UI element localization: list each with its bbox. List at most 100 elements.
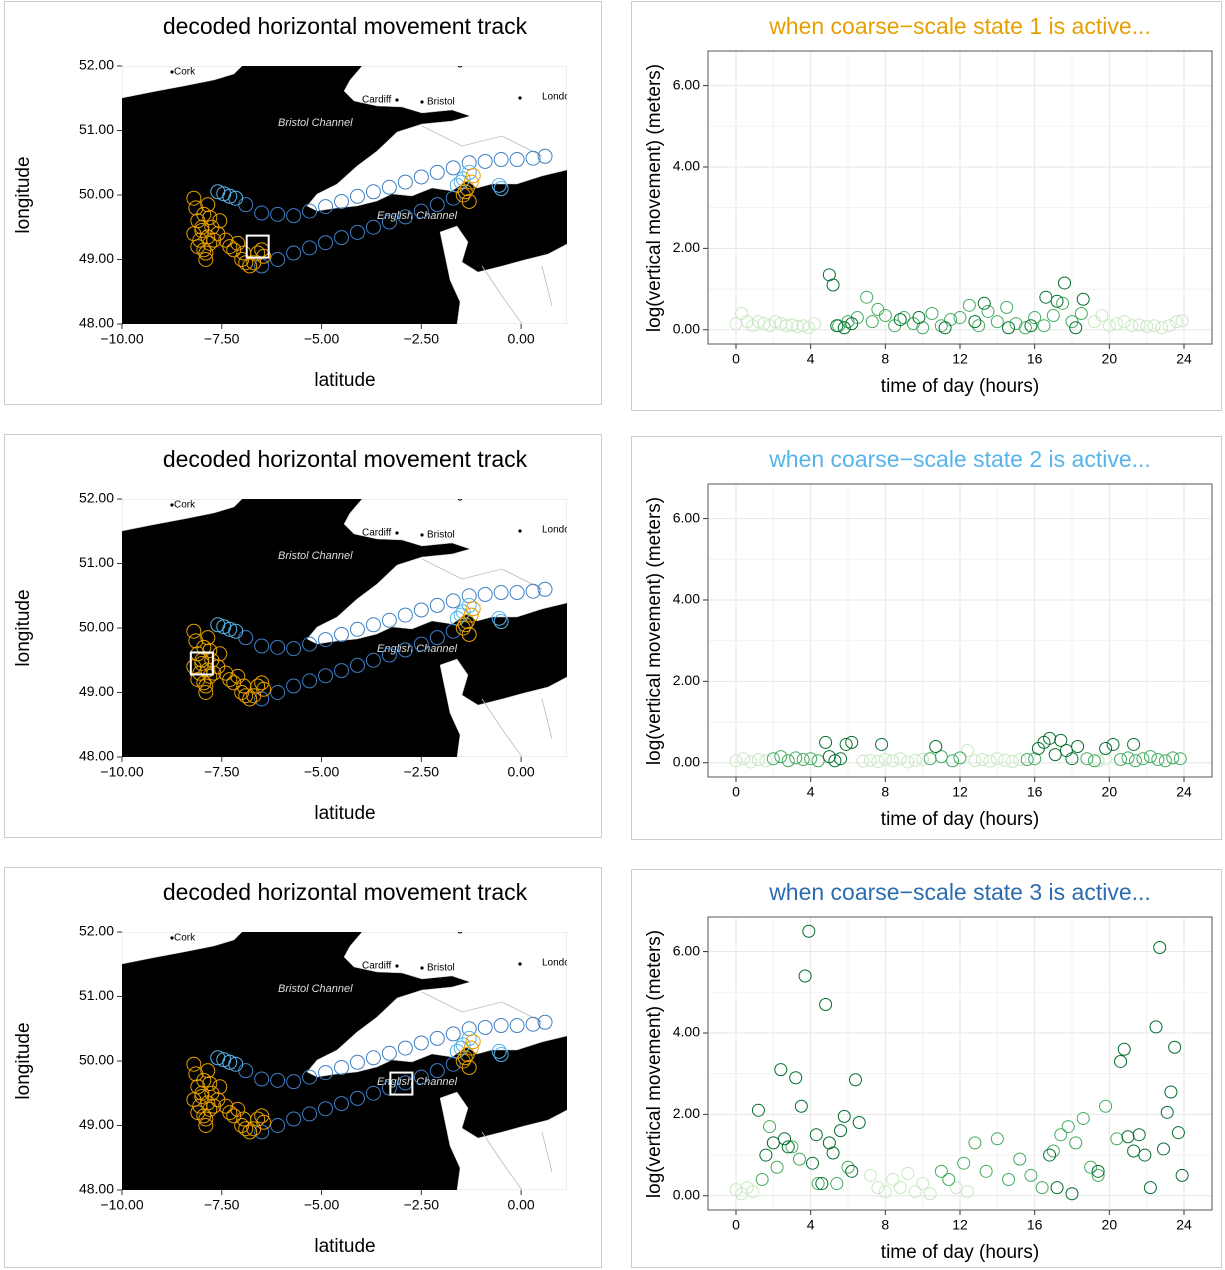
point bbox=[968, 754, 982, 768]
land-shape bbox=[306, 932, 567, 1078]
track-point bbox=[236, 1111, 252, 1127]
track-point bbox=[256, 248, 272, 264]
track-point bbox=[200, 1063, 216, 1079]
point bbox=[1037, 319, 1051, 333]
point bbox=[990, 752, 1004, 766]
place-label: Cork bbox=[174, 67, 196, 78]
track-point bbox=[509, 1018, 525, 1034]
land: Cork United Kingdom Cardiff Bristol London Br… bbox=[122, 932, 567, 1190]
track-point bbox=[270, 639, 286, 655]
track-point bbox=[228, 623, 244, 639]
point bbox=[1162, 319, 1176, 333]
track-point bbox=[222, 672, 238, 688]
track-point bbox=[381, 647, 397, 663]
point bbox=[1054, 733, 1068, 747]
point bbox=[893, 752, 907, 766]
scatter-chart: when coarse−scale state 1 is active... 0 4… bbox=[644, 13, 1213, 397]
point bbox=[912, 311, 926, 325]
point bbox=[768, 315, 782, 329]
point bbox=[975, 753, 989, 767]
track-point bbox=[445, 160, 461, 176]
place-label: Cork bbox=[174, 933, 196, 944]
point bbox=[774, 317, 788, 331]
track-point bbox=[198, 1111, 214, 1127]
x-tick-label: 0.00 bbox=[507, 1197, 534, 1213]
sea-label: English Channel bbox=[377, 210, 458, 222]
track-point bbox=[198, 252, 214, 267]
track-point bbox=[365, 1050, 381, 1066]
track-point bbox=[302, 203, 318, 219]
track-point bbox=[509, 152, 525, 168]
point bbox=[792, 1152, 806, 1166]
track-point bbox=[397, 607, 413, 623]
point bbox=[1099, 742, 1113, 756]
x-tick-label: 0 bbox=[732, 351, 740, 367]
x-tick-label: 24 bbox=[1176, 784, 1192, 800]
track-point bbox=[318, 632, 334, 648]
place-label: Bristol bbox=[427, 530, 455, 541]
x-tick-label: 0.00 bbox=[507, 764, 534, 780]
point bbox=[860, 290, 874, 304]
track-point bbox=[196, 675, 212, 691]
point bbox=[1058, 276, 1072, 290]
land-shape bbox=[306, 66, 567, 212]
y-tick-label: 6.00 bbox=[673, 509, 700, 525]
point bbox=[1156, 1142, 1170, 1156]
point bbox=[791, 320, 805, 334]
x-tick-label: 0 bbox=[732, 1217, 740, 1233]
track-point bbox=[334, 663, 350, 679]
point bbox=[972, 319, 986, 333]
track-point bbox=[397, 174, 413, 190]
place-label: Cardiff bbox=[362, 528, 391, 539]
point bbox=[942, 1172, 956, 1186]
track-point bbox=[381, 612, 397, 628]
point bbox=[990, 1132, 1004, 1146]
chart-title: when coarse−scale state 3 is active... bbox=[768, 879, 1151, 905]
point bbox=[1065, 315, 1079, 329]
x-tick-label: −2.50 bbox=[404, 1197, 440, 1213]
plot-border bbox=[707, 483, 1213, 778]
scatter-chart: when coarse−scale state 3 is active... 0 4… bbox=[644, 879, 1213, 1263]
point bbox=[837, 321, 851, 335]
point bbox=[990, 315, 1004, 329]
point bbox=[1153, 941, 1167, 955]
y-tick-label: 50.00 bbox=[79, 619, 114, 635]
track-point bbox=[238, 1121, 254, 1137]
track-point bbox=[477, 153, 493, 169]
point bbox=[1050, 1181, 1064, 1195]
point bbox=[830, 319, 844, 333]
map-chart: decoded horizontal movement track Cork Uni… bbox=[13, 879, 567, 1257]
point bbox=[798, 969, 812, 983]
point bbox=[875, 737, 889, 751]
track-point bbox=[222, 1105, 238, 1121]
y-tick-label: 0.00 bbox=[673, 320, 700, 336]
track-point bbox=[186, 623, 202, 639]
y-tick-label: 52.00 bbox=[79, 490, 114, 506]
point bbox=[852, 1116, 866, 1130]
place-dot bbox=[518, 962, 522, 966]
point bbox=[1002, 1172, 1016, 1186]
x-tick-label: −7.50 bbox=[204, 1197, 240, 1213]
track-point bbox=[493, 181, 509, 197]
plot-border bbox=[707, 50, 1213, 345]
point bbox=[878, 309, 892, 323]
point bbox=[1000, 300, 1014, 314]
road bbox=[421, 558, 553, 757]
place-dot bbox=[395, 531, 399, 535]
point bbox=[1138, 1148, 1152, 1162]
x-tick-label: 8 bbox=[881, 351, 889, 367]
point bbox=[1110, 317, 1124, 331]
point bbox=[878, 1185, 892, 1199]
point bbox=[1002, 321, 1016, 335]
point bbox=[1069, 321, 1083, 335]
track-point bbox=[477, 586, 493, 602]
track-point bbox=[397, 642, 413, 658]
point bbox=[957, 1156, 971, 1170]
track-point bbox=[196, 242, 212, 258]
land-shape bbox=[306, 499, 567, 645]
x-axis-title: latitude bbox=[314, 1236, 375, 1257]
point bbox=[1151, 753, 1165, 767]
track-point bbox=[493, 152, 509, 168]
point bbox=[1173, 752, 1187, 766]
